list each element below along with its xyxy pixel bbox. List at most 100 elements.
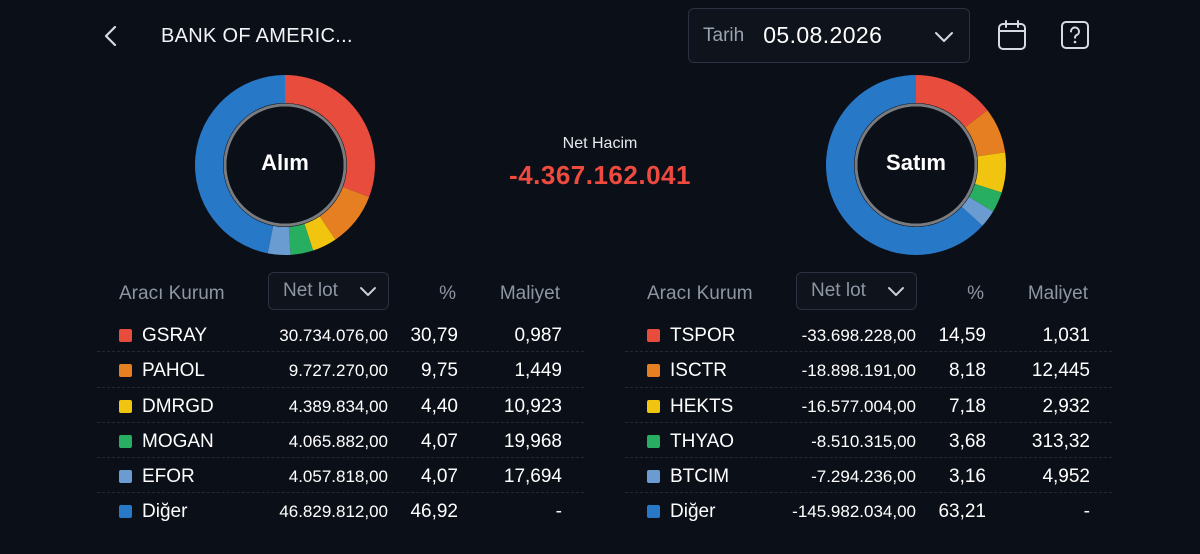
broker-name: Diğer <box>670 501 716 523</box>
broker-name: EFOR <box>142 466 195 488</box>
net-lot-value: -33.698.228,00 <box>801 326 916 345</box>
legend-swatch <box>647 470 660 484</box>
net-lot-value: 9.727.270,00 <box>288 361 388 381</box>
sell-donut-chart: Satım <box>825 74 1007 256</box>
percent-value: 8,18 <box>949 360 986 382</box>
table-row[interactable]: TSPOR -33.698.228,00 14,59 1,031 <box>625 317 1112 353</box>
sell-donut-hole <box>857 106 975 224</box>
broker-name: Diğer <box>142 501 188 523</box>
percent-value: 63,21 <box>938 501 986 523</box>
cost-value: - <box>1083 501 1090 523</box>
percent-value: 46,92 <box>410 501 458 523</box>
net-lot-value: 4.065.882,00 <box>288 431 388 451</box>
buy-inner-ring <box>223 103 347 227</box>
legend-swatch <box>119 470 132 484</box>
buy-segment-efor <box>267 225 291 255</box>
sell-label: Satım <box>886 150 946 175</box>
net-volume-value: -4.367.162.041 <box>509 160 691 190</box>
legend-swatch <box>119 505 132 519</box>
percent-value: 9,75 <box>421 360 458 382</box>
sell-segment-tspor <box>916 75 988 128</box>
date-label: Tarih <box>703 24 745 46</box>
cost-column-header: Maliyet <box>1027 283 1088 304</box>
legend-swatch <box>647 329 660 342</box>
chevron-down-icon <box>360 287 376 296</box>
net-lot-value: 4.057.818,00 <box>288 467 388 487</box>
net-lot-value: -7.294.236,00 <box>811 467 916 487</box>
broker-name: ISCTR <box>670 360 727 382</box>
net-lot-value: 30.734.076,00 <box>279 326 388 345</box>
buy-segment-mogan <box>288 223 314 255</box>
table-row[interactable]: ISCTR -18.898.191,00 8,18 12,445 <box>625 352 1112 388</box>
legend-swatch <box>647 434 660 448</box>
percent-value: 14,59 <box>938 325 986 346</box>
sell-segment-hekts <box>975 152 1006 193</box>
broker-name: DMRGD <box>142 395 214 417</box>
broker-column-header: Aracı Kurum <box>647 283 753 304</box>
legend-swatch <box>119 434 132 448</box>
cost-value: 1,031 <box>1042 325 1090 346</box>
legend-swatch <box>647 399 660 413</box>
table-row[interactable]: GSRAY 30.734.076,00 30,79 0,987 <box>97 317 584 353</box>
net-lot-value: 4.389.834,00 <box>288 396 388 416</box>
net-lot-value: -8.510.315,00 <box>811 431 916 451</box>
table-row[interactable]: HEKTS -16.577.004,00 7,18 2,932 <box>625 388 1112 423</box>
broker-name: THYAO <box>670 430 735 452</box>
cost-value: 0,987 <box>514 325 562 346</box>
buy-segment-pahol <box>319 187 370 240</box>
net-lot-label: Net lot <box>811 280 866 301</box>
net-lot-dropdown[interactable]: Net lot <box>268 272 389 310</box>
sell-table-header: Aracı Kurum Net lot % Maliyet <box>625 272 1112 312</box>
percent-value: 4,07 <box>421 430 458 452</box>
broker-name: TSPOR <box>670 325 736 346</box>
percent-column-header: % <box>439 283 456 304</box>
table-row[interactable]: PAHOL 9.727.270,00 9,75 1,449 <box>97 352 584 388</box>
calendar-icon[interactable] <box>997 19 1027 51</box>
date-value: 05.08.2026 <box>763 22 883 48</box>
table-row[interactable]: EFOR 4.057.818,00 4,07 17,694 <box>97 458 584 494</box>
sell-inner-ring <box>854 103 978 227</box>
cost-value: - <box>555 501 562 523</box>
buy-segment-dmrgd <box>304 216 336 251</box>
net-lot-value: 46.829.812,00 <box>279 502 388 522</box>
table-row[interactable]: Diğer -145.982.034,00 63,21 - <box>625 493 1112 528</box>
broker-name: GSRAY <box>142 325 208 346</box>
buy-table-header: Aracı Kurum Net lot % Maliyet <box>97 272 584 312</box>
cost-value: 1,449 <box>514 360 562 382</box>
legend-swatch <box>119 364 132 378</box>
cost-value: 4,952 <box>1042 466 1090 488</box>
buy-donut-svg <box>195 75 375 255</box>
buy-segment-diğer <box>195 75 285 254</box>
help-icon[interactable] <box>1060 19 1090 51</box>
cost-value: 19,968 <box>503 430 562 452</box>
legend-swatch <box>119 399 132 413</box>
table-row[interactable]: DMRGD 4.389.834,00 4,40 10,923 <box>97 388 584 423</box>
sell-segment-isctr <box>965 110 1006 157</box>
net-lot-dropdown[interactable]: Net lot <box>796 272 917 310</box>
table-row[interactable]: THYAO -8.510.315,00 3,68 313,32 <box>625 423 1112 459</box>
legend-swatch <box>119 329 132 342</box>
date-selector[interactable]: Tarih 05.08.2026 <box>688 8 970 63</box>
percent-value: 4,40 <box>421 395 458 417</box>
buy-donut-chart: Alım <box>194 74 376 256</box>
broker-name: MOGAN <box>142 430 214 452</box>
cost-value: 2,932 <box>1042 395 1090 417</box>
table-row[interactable]: Diğer 46.829.812,00 46,92 - <box>97 493 584 528</box>
broker-name: BTCIM <box>670 466 730 488</box>
cost-value: 10,923 <box>503 395 562 417</box>
table-row[interactable]: BTCIM -7.294.236,00 3,16 4,952 <box>625 458 1112 494</box>
cost-value: 313,32 <box>1031 430 1090 452</box>
broker-name: PAHOL <box>142 360 206 382</box>
net-lot-label: Net lot <box>283 280 338 301</box>
sell-segment-diğer <box>826 75 983 256</box>
chevron-down-icon <box>935 32 953 42</box>
page-title: BANK OF AMERIC... <box>161 25 353 47</box>
sell-segment-thyao <box>969 183 1002 212</box>
sell-donut-svg <box>826 75 1006 256</box>
buy-donut-hole <box>226 106 344 224</box>
sell-table: Aracı Kurum Net lot % Maliyet TSPOR -33.6… <box>625 272 1112 529</box>
table-row[interactable]: MOGAN 4.065.882,00 4,07 19,968 <box>97 423 584 459</box>
chevron-left-icon[interactable] <box>98 22 126 50</box>
percent-value: 7,18 <box>949 395 986 417</box>
percent-value: 4,07 <box>421 466 458 488</box>
